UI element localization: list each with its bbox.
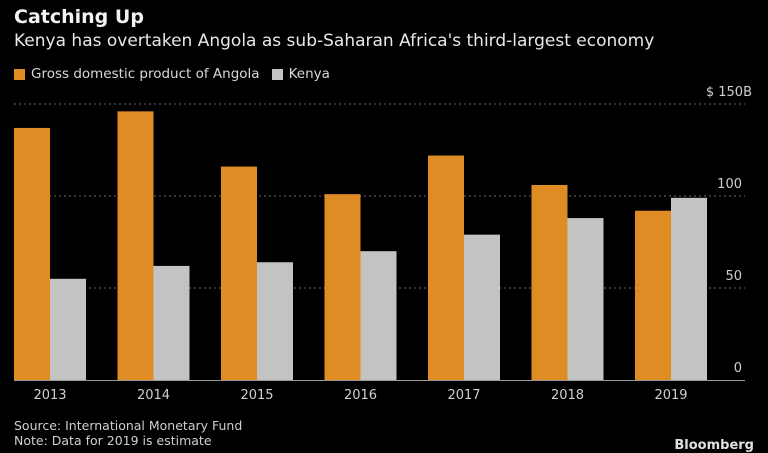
x-tick-label: 2013 xyxy=(33,388,66,403)
legend-swatch-kenya xyxy=(271,68,283,80)
bar-kenya-2014 xyxy=(153,265,190,380)
y-axis-labels: 0 50 100 $ 150B xyxy=(706,85,752,376)
legend-label-kenya: Kenya xyxy=(288,66,330,82)
bar-kenya-2013 xyxy=(50,278,86,380)
y-tick-label: 100 xyxy=(717,177,742,192)
bar-angola-2016 xyxy=(324,194,361,380)
bars xyxy=(14,111,707,381)
x-tick-label: 2019 xyxy=(654,388,687,403)
bar-angola-2015 xyxy=(221,166,257,380)
x-tick-label: 2018 xyxy=(551,388,584,403)
bar-kenya-2017 xyxy=(464,234,500,380)
x-tick-label: 2016 xyxy=(344,388,377,403)
chart-subtitle: Kenya has overtaken Angola as sub-Sahara… xyxy=(14,31,655,51)
legend: Gross domestic product of Angola Kenya xyxy=(14,66,342,82)
footer-notes: Source: International Monetary Fund Note… xyxy=(14,418,242,448)
bar-kenya-2018 xyxy=(567,218,604,380)
legend-item-angola: Gross domestic product of Angola xyxy=(14,66,260,82)
legend-item-kenya: Kenya xyxy=(271,66,330,82)
legend-swatch-angola xyxy=(14,68,25,80)
chart-title: Catching Up xyxy=(14,6,144,28)
x-tick-label: 2014 xyxy=(137,388,170,403)
x-axis-labels: 2013 2014 2015 2016 2017 2018 2019 xyxy=(33,388,687,403)
bar-angola-2013 xyxy=(14,127,50,380)
legend-label-angola: Gross domestic product of Angola xyxy=(31,66,260,82)
bar-angola-2018 xyxy=(531,184,568,380)
bloomberg-logo: Bloomberg xyxy=(674,438,754,453)
x-tick-label: 2015 xyxy=(240,388,273,403)
source-text: Source: International Monetary Fund xyxy=(14,418,243,433)
bar-kenya-2019 xyxy=(671,197,707,380)
y-tick-label: $ 150B xyxy=(706,85,752,100)
bar-angola-2014 xyxy=(117,111,154,381)
y-tick-label: 0 xyxy=(734,361,742,376)
note-text: Note: Data for 2019 is estimate xyxy=(14,433,212,448)
bar-kenya-2015 xyxy=(257,262,293,380)
y-tick-label: 50 xyxy=(725,269,742,284)
x-tick-label: 2017 xyxy=(447,388,480,403)
bar-angola-2019 xyxy=(635,210,671,380)
bar-kenya-2016 xyxy=(360,251,397,380)
bar-angola-2017 xyxy=(428,155,464,380)
